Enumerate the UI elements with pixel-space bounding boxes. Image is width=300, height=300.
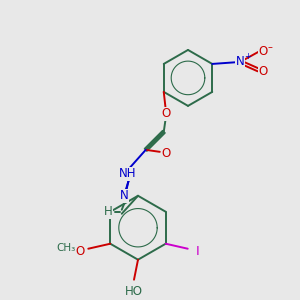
Text: O: O (259, 45, 268, 58)
Text: HO: HO (125, 285, 143, 298)
Text: NH: NH (119, 167, 136, 180)
Text: O: O (161, 107, 170, 120)
Text: –: – (268, 42, 273, 52)
Text: H: H (103, 205, 112, 218)
Text: +: + (244, 52, 251, 62)
Text: CH₃: CH₃ (57, 243, 76, 253)
Text: I: I (196, 245, 200, 258)
Text: O: O (259, 65, 268, 78)
Text: O: O (161, 147, 170, 160)
Text: O: O (76, 245, 85, 258)
Text: N: N (119, 189, 128, 202)
Text: N: N (236, 56, 244, 68)
